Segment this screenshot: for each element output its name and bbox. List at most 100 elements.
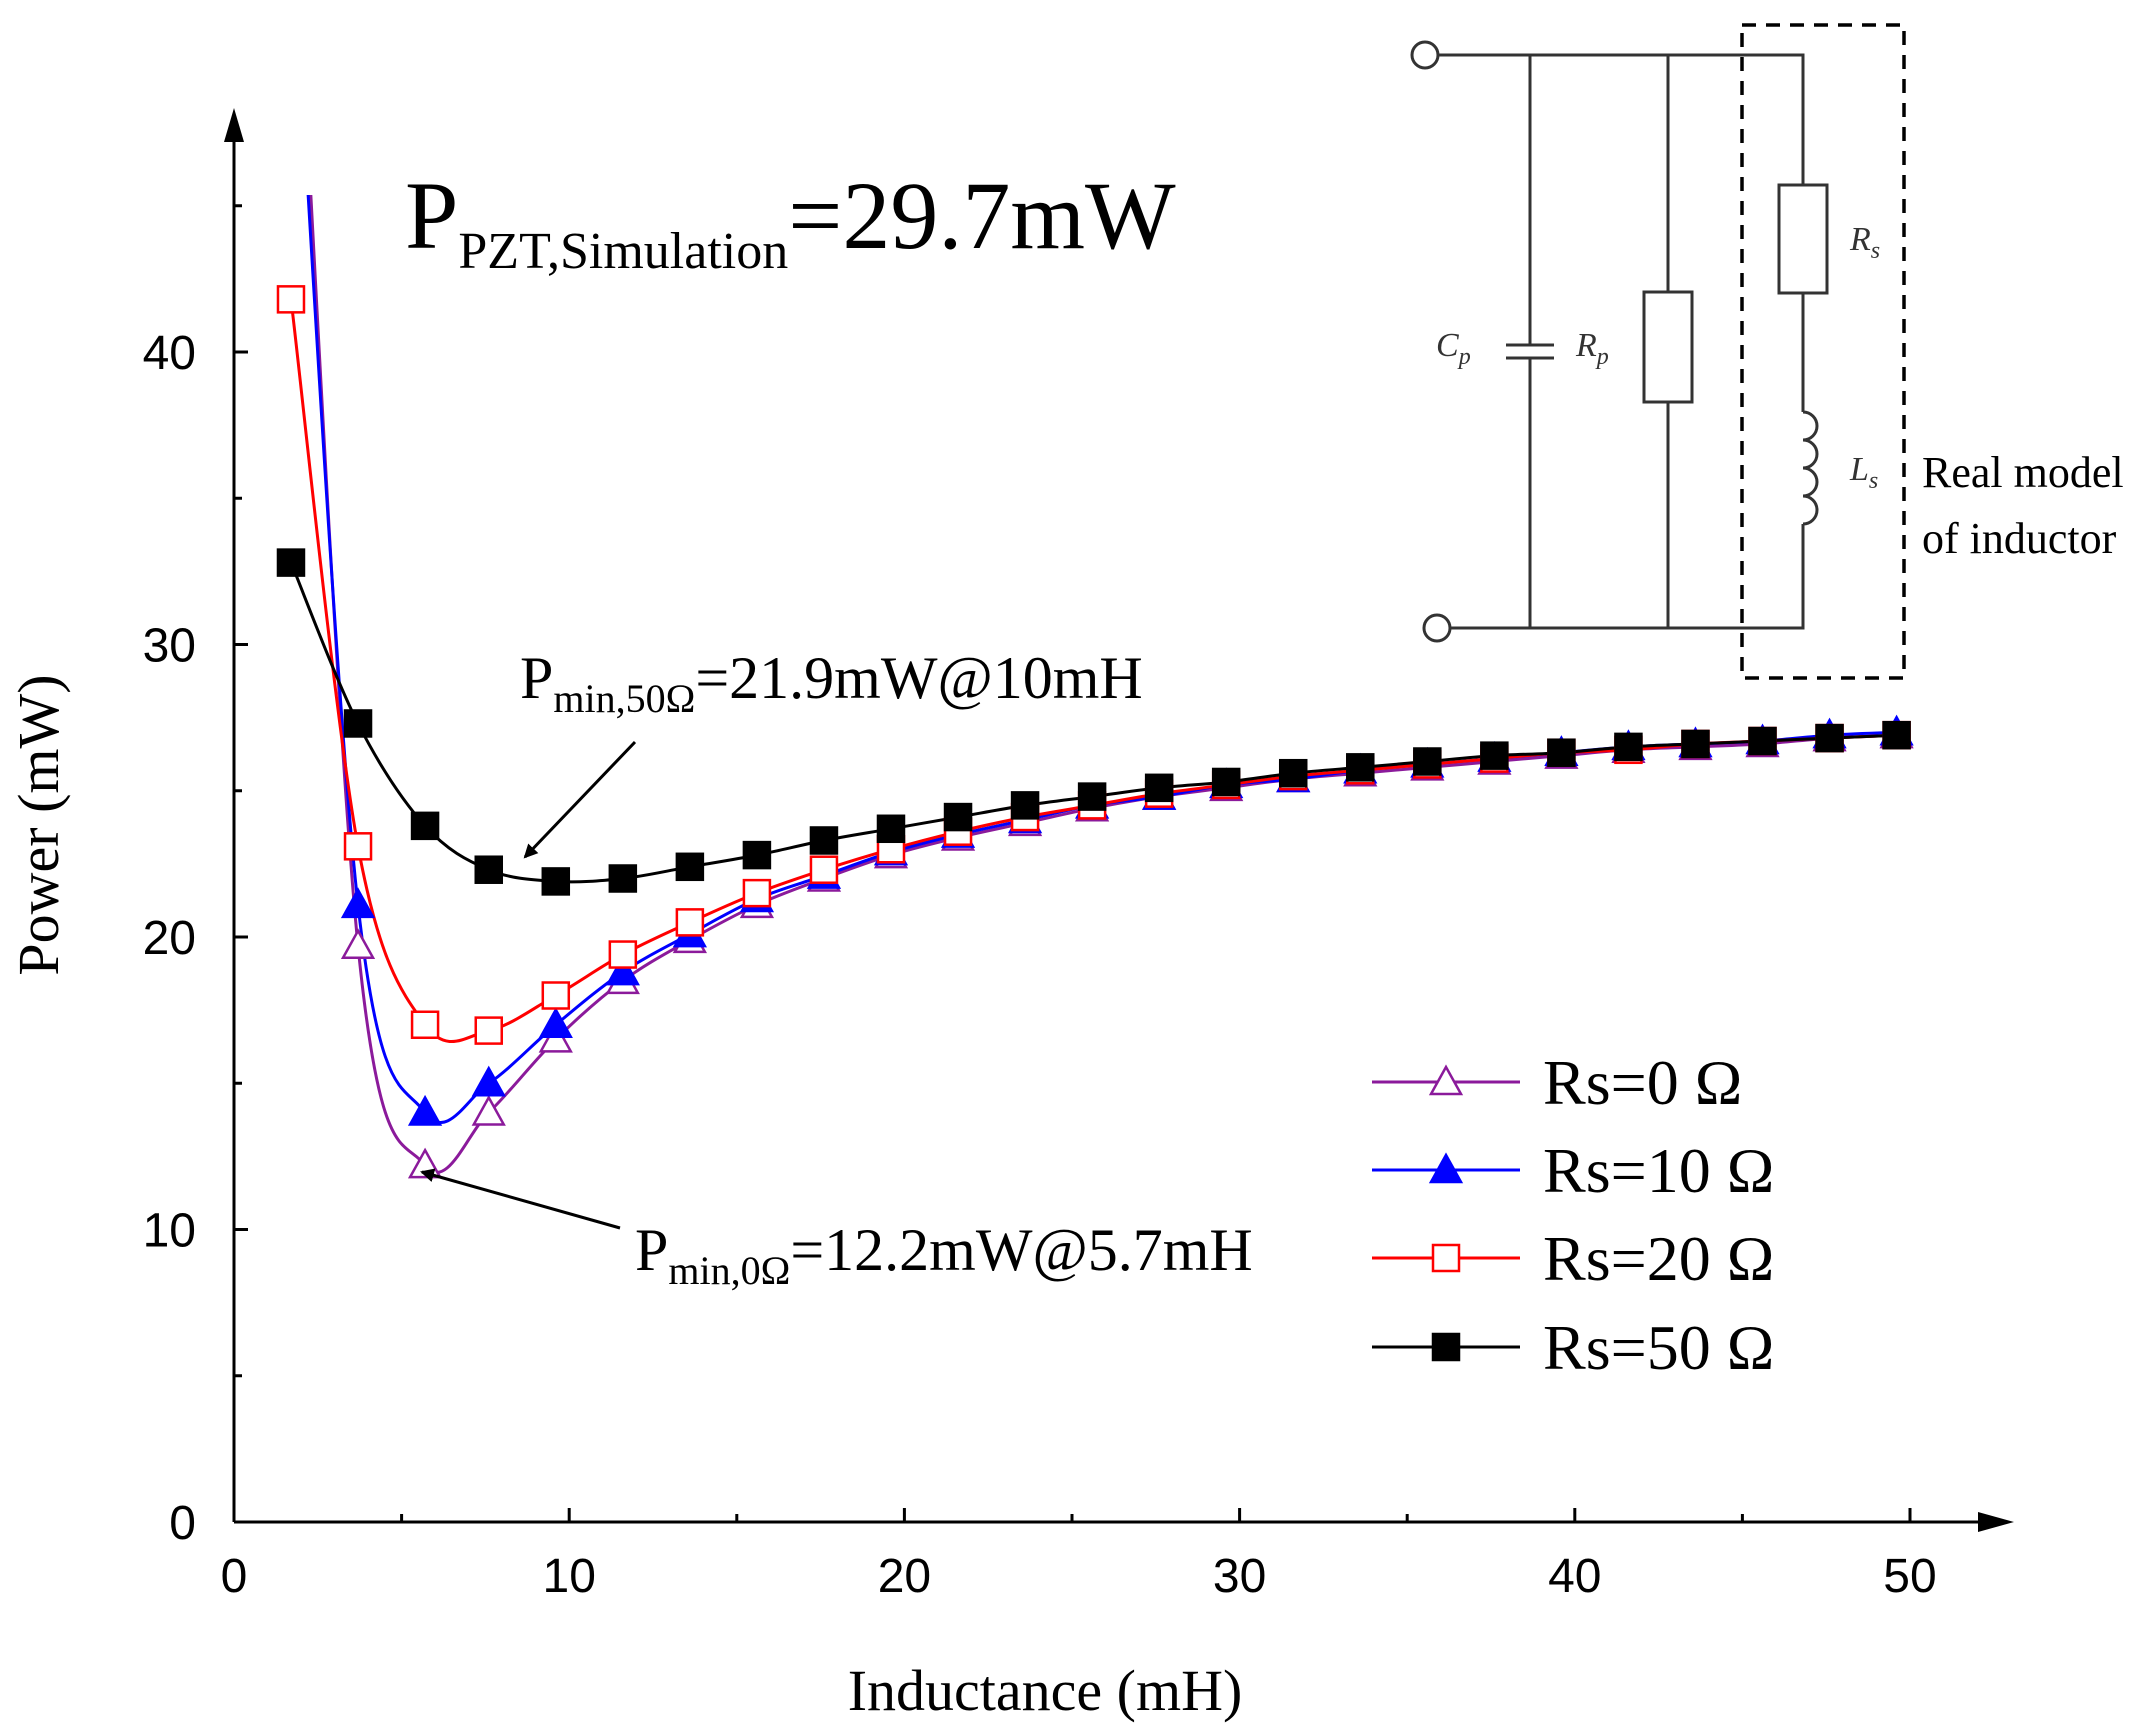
y-axis-title: Power (mW) [6, 674, 71, 975]
x-axis-arrow-icon [1978, 1512, 2014, 1532]
legend-marker [1428, 1152, 1464, 1184]
resistor-rs [1777, 183, 1829, 295]
series-line-3 [289, 562, 1897, 884]
annotation-min-50-main: P [520, 645, 553, 711]
data-point-0-3 [471, 1094, 506, 1126]
x-tick-label: 50 [1883, 1550, 1936, 1603]
x-ticks: 0 10 20 30 40 50 [221, 1508, 1937, 1603]
legend: Rs=0 Ω Rs=10 Ω Rs=20 Ω Rs=50 Ω [1372, 1047, 1774, 1383]
annotation-min-0-rest: =12.2mW@5.7mH [790, 1217, 1252, 1283]
inductor-ls-coil [1802, 410, 1819, 526]
label-rp: Rp [1575, 327, 1609, 370]
annotation-min-0-text: Pmin,0Ω=12.2mW@5.7mH [635, 1217, 1253, 1293]
data-point-3-11 [1010, 791, 1040, 820]
data-point-1-3 [471, 1065, 506, 1097]
terminal-top [1410, 40, 1440, 70]
data-point-3-5 [608, 864, 638, 893]
data-point-3-10 [943, 802, 973, 832]
y-ticks: 0 10 20 30 40 [143, 204, 248, 1550]
data-point-3-8 [809, 826, 839, 855]
y-tick-label: 30 [143, 620, 196, 673]
annotation-min-50-sub: min,50Ω [553, 676, 695, 721]
data-point-1-1 [340, 887, 376, 919]
axes: 0 10 20 30 40 50 0 10 20 30 40 [143, 108, 2014, 1603]
series-markers [276, 285, 1914, 1179]
legend-label: Rs=20 Ω [1543, 1223, 1774, 1294]
inset-caption-line2: of inductor [1922, 514, 2117, 563]
data-point-3-7 [742, 840, 772, 870]
data-point-3-0 [276, 548, 306, 577]
inset-caption-line1: Real model [1922, 448, 2124, 497]
data-point-3-22 [1748, 726, 1777, 756]
chart-title-value: =29.7mW [788, 162, 1176, 269]
y-tick-label: 0 [169, 1497, 196, 1550]
terminal-bottom [1422, 613, 1452, 643]
data-point-0-1 [340, 928, 376, 960]
y-tick-label: 40 [143, 327, 196, 380]
annotation-min-50-text: Pmin,50Ω=21.9mW@10mH [520, 645, 1143, 721]
annotation-min-0-main: P [635, 1217, 668, 1283]
legend-marker [1431, 1243, 1461, 1273]
resistor-rp [1642, 290, 1694, 404]
plot-area [276, 195, 1914, 1179]
data-point-2-2 [410, 1010, 440, 1039]
chart-title-main: P [405, 162, 458, 269]
label-cp: Cp [1436, 327, 1471, 370]
data-point-1-4 [538, 1007, 573, 1038]
data-point-3-9 [876, 814, 906, 844]
label-rs: Rs [1849, 221, 1880, 264]
data-point-3-1 [343, 709, 373, 738]
data-point-3-18 [1480, 741, 1509, 770]
annotation-min-50-rest: =21.9mW@10mH [695, 645, 1142, 711]
y-axis-arrow-icon [224, 108, 244, 142]
data-point-1-2 [407, 1094, 443, 1126]
data-point-2-3 [474, 1016, 504, 1045]
chart-title-subscript: PZT,Simulation [458, 223, 788, 280]
legend-label: Rs=10 Ω [1543, 1135, 1774, 1206]
circuit-inset [1410, 23, 1906, 680]
x-tick-label: 10 [543, 1550, 596, 1603]
annotation-min-0-arrow [420, 1168, 621, 1230]
data-point-3-15 [1278, 758, 1308, 788]
annotation-min-0: Pmin,0Ω=12.2mW@5.7mH [420, 1168, 1253, 1293]
x-axis-title: Inductance (mH) [848, 1658, 1243, 1723]
data-point-3-4 [541, 867, 571, 896]
inductor-model-box [1740, 23, 1906, 680]
data-point-2-5 [608, 940, 638, 969]
x-tick-label: 0 [221, 1550, 248, 1603]
legend-marker [1431, 1332, 1461, 1362]
x-tick-label: 40 [1548, 1550, 1601, 1603]
data-point-2-7 [742, 878, 772, 908]
wire-bottom [1450, 535, 1805, 630]
data-point-3-14 [1211, 767, 1241, 797]
annotation-min-50-arrow [523, 740, 637, 859]
data-point-3-19 [1547, 738, 1576, 767]
data-point-2-8 [809, 855, 839, 884]
label-ls: Ls [1849, 451, 1878, 494]
x-tick-label: 30 [1213, 1550, 1266, 1603]
chart-title: PPZT,Simulation=29.7mW [405, 162, 1176, 280]
annotation-min-50: Pmin,50Ω=21.9mW@10mH [520, 645, 1143, 859]
y-tick-label: 20 [143, 912, 196, 965]
data-point-3-21 [1681, 729, 1710, 759]
data-point-3-23 [1815, 723, 1844, 753]
data-point-2-1 [343, 832, 373, 861]
data-point-2-4 [541, 981, 571, 1010]
data-point-3-12 [1077, 782, 1107, 811]
data-point-3-2 [410, 811, 440, 841]
data-point-2-0 [276, 285, 306, 314]
annotation-min-0-sub: min,0Ω [668, 1248, 790, 1293]
legend-marker [1428, 1064, 1464, 1096]
data-point-3-17 [1413, 747, 1442, 776]
data-point-3-6 [675, 852, 705, 882]
data-point-1-5 [605, 954, 640, 986]
data-point-3-16 [1346, 753, 1375, 782]
data-point-3-13 [1144, 773, 1174, 803]
legend-label: Rs=0 Ω [1543, 1047, 1742, 1118]
y-tick-label: 10 [143, 1205, 196, 1258]
legend-label: Rs=50 Ω [1543, 1312, 1774, 1383]
x-tick-label: 20 [878, 1550, 931, 1603]
wire-top [1438, 53, 1805, 185]
data-point-3-24 [1882, 720, 1911, 750]
